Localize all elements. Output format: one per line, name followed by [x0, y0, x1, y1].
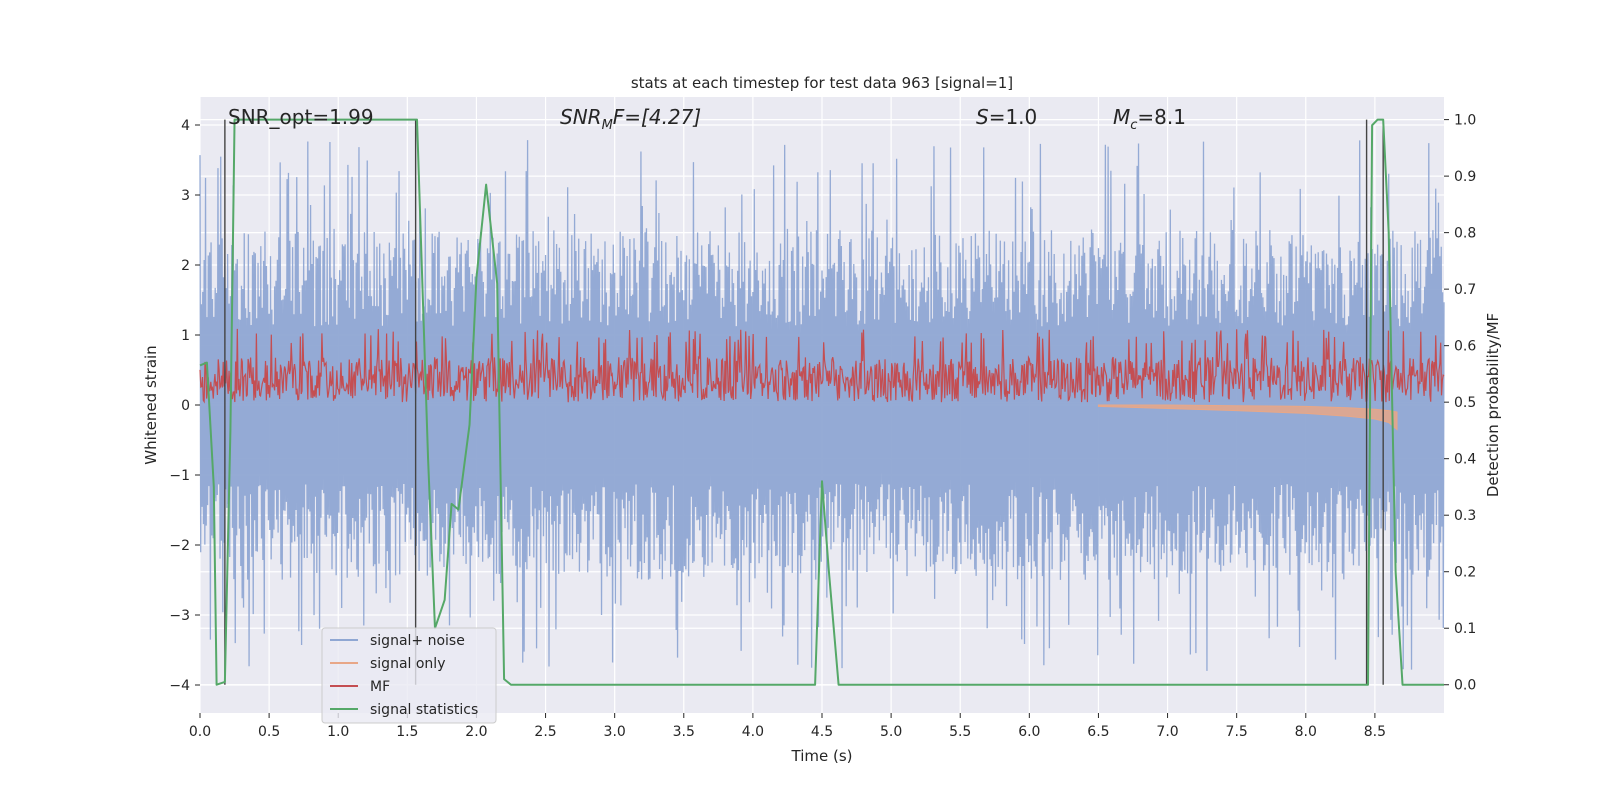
chart-title: stats at each timestep for test data 963…	[631, 74, 1013, 92]
y-right-tick-label: 0.2	[1454, 565, 1476, 581]
y-tick-label: 4	[181, 118, 190, 134]
y-tick-label: 1	[181, 328, 190, 344]
x-tick-label: 2.5	[534, 724, 556, 740]
x-tick-label: 5.5	[949, 724, 971, 740]
mf-line	[199, 328, 1445, 404]
y-right-tick-label: 0.6	[1454, 339, 1476, 355]
y-tick-label: 3	[181, 188, 190, 204]
y-right-tick-label: 0.8	[1454, 226, 1476, 242]
x-tick-label: 5.0	[880, 724, 902, 740]
legend-box	[321, 627, 497, 724]
y-right-tick-label: 1.0	[1454, 113, 1476, 129]
y-right-axis-ticks: 1.0 0.9 0.8 0.7 0.6 0.5 0.4 0.3 0.2 0.1 0.0	[1444, 113, 1476, 694]
mf-series	[199, 328, 1445, 404]
legend-label-signal-only: signal only	[370, 656, 445, 672]
y-tick-label: 2	[181, 258, 190, 274]
annotation-s: S=1.0	[976, 105, 1037, 129]
annotation-snr-mf: SNRMF=[4.27]	[560, 105, 701, 133]
x-tick-label: 7.0	[1156, 724, 1178, 740]
x-axis-label: Time (s)	[791, 747, 853, 765]
y-tick-label: −2	[169, 538, 190, 554]
signal-statistics-line	[199, 118, 1444, 686]
x-tick-label: 2.0	[465, 724, 487, 740]
x-tick-label: 4.0	[742, 724, 764, 740]
x-tick-label: 0.0	[189, 724, 211, 740]
legend-label-mf: MF	[370, 679, 390, 695]
annotation-snr-opt: SNR_opt=1.99	[228, 105, 374, 129]
x-tick-label: 3.5	[673, 724, 695, 740]
legend: signal+ noise signal only MF signal stat…	[321, 627, 497, 724]
x-axis-ticks: 0.0 0.5 1.0 1.5 2.0 2.5 3.0 3.5 4.0 4.5 5.0 5.5 6.0 6…	[189, 713, 1386, 740]
x-tick-label: 6.5	[1087, 724, 1109, 740]
y-right-tick-label: 0.9	[1454, 169, 1476, 185]
signal-noise-series	[199, 140, 1445, 671]
y-right-tick-label: 0.3	[1454, 508, 1476, 524]
signal-only-line	[1097, 404, 1398, 431]
y-right-axis-label: Detection probability/MF	[1484, 313, 1502, 497]
signal-only-series	[1097, 404, 1398, 431]
vertical-markers	[224, 119, 1384, 685]
y-right-tick-label: 0.7	[1454, 282, 1476, 298]
x-tick-label: 3.0	[604, 724, 626, 740]
y-axis-label: Whitened strain	[142, 345, 160, 464]
signal-statistics-series	[199, 118, 1444, 686]
signal-noise-line	[199, 140, 1445, 671]
x-tick-label: 8.0	[1295, 724, 1317, 740]
y-tick-label: −3	[169, 608, 190, 624]
y-tick-label: 0	[181, 398, 190, 414]
y-tick-label: −4	[169, 678, 190, 694]
x-tick-label: 6.0	[1018, 724, 1040, 740]
x-tick-label: 0.5	[258, 724, 280, 740]
y-tick-label: −1	[169, 468, 190, 484]
legend-label-signal-statistics: signal statistics	[370, 702, 478, 718]
x-tick-label: 8.5	[1364, 724, 1386, 740]
y-right-tick-label: 0.0	[1454, 678, 1476, 694]
x-tick-label: 7.5	[1226, 724, 1248, 740]
y-right-tick-label: 0.4	[1454, 452, 1476, 468]
y-right-tick-label: 0.5	[1454, 395, 1476, 411]
x-tick-label: 1.0	[327, 724, 349, 740]
x-tick-label: 1.5	[396, 724, 418, 740]
y-right-tick-label: 0.1	[1454, 621, 1476, 637]
legend-label-signal-noise: signal+ noise	[370, 633, 465, 649]
y-axis-ticks: 4 3 2 1 0 −1 −2 −3 −4	[169, 118, 200, 694]
annotation-mc: Mc=8.1	[1113, 105, 1186, 133]
x-tick-label: 4.5	[811, 724, 833, 740]
